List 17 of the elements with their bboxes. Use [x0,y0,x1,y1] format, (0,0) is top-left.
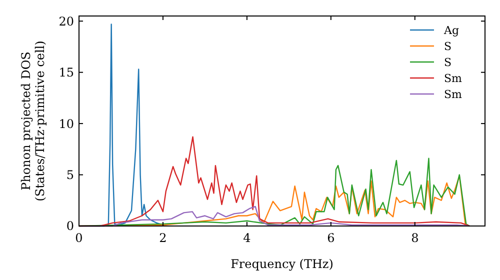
x-tick-label: 2 [159,231,167,245]
legend-label: S [444,56,452,69]
y-tick-label: 5 [66,168,74,182]
y-tick-label: 15 [58,66,74,80]
x-tick-label: 6 [327,231,335,245]
y-tick-label: 20 [58,14,74,28]
x-tick-label: 0 [75,231,83,245]
legend-label: Sm [444,72,463,85]
x-tick-label: 8 [411,231,419,245]
y-tick-label: 10 [58,116,74,131]
x-tick-label: 4 [243,231,252,245]
legend-label: Ag [443,24,459,37]
legend-label: Sm [444,88,463,101]
y-tick-label: 0 [66,219,74,234]
x-axis-title: Frequency (THz) [230,257,334,271]
y-axis-title: Phonon projected DOS (States/THz·primitive cell) [18,40,48,202]
legend-label: S [444,40,452,53]
